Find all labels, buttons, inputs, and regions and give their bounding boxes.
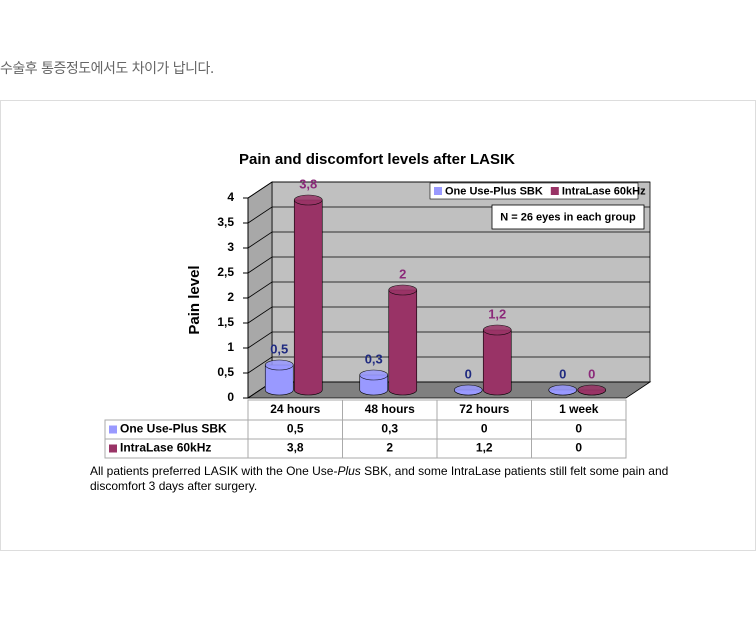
bar xyxy=(264,364,294,396)
grid-line xyxy=(247,256,650,274)
legend-swatch xyxy=(109,444,117,453)
bar-top xyxy=(388,284,418,296)
bar xyxy=(293,199,323,396)
y-axis-label: Pain level xyxy=(186,265,203,334)
legend-label: IntraLase 60kHz xyxy=(562,185,646,197)
y-tick-label: 0 xyxy=(227,390,234,404)
x-tick-label: 24 hours xyxy=(270,402,320,416)
table-series-name: One Use-Plus SBK xyxy=(120,422,227,436)
annotation-box xyxy=(491,204,645,230)
legend-swatch xyxy=(434,187,442,195)
table-cell: 0 xyxy=(481,422,488,436)
grid-line xyxy=(247,331,650,349)
table-cell: 0,5 xyxy=(287,422,304,436)
y-tick-label: 1 xyxy=(227,340,234,354)
y-tick-label: 4 xyxy=(227,190,234,204)
y-tick-label: 0,5 xyxy=(217,365,234,379)
y-tick-label: 3,5 xyxy=(217,215,234,229)
caption-text: Plus xyxy=(337,464,361,478)
bar xyxy=(388,289,418,396)
data-label: 1,2 xyxy=(488,306,506,321)
data-label: 0,5 xyxy=(270,341,288,356)
data-label: 0 xyxy=(559,366,566,381)
caption-text: All patients preferred LASIK with the On… xyxy=(90,464,338,478)
data-label: 0 xyxy=(588,366,595,381)
grid-line xyxy=(247,356,650,374)
table-cell: 0 xyxy=(575,422,582,436)
data-label: 3,8 xyxy=(299,176,317,191)
y-tick-label: 2 xyxy=(227,290,234,304)
bar-top xyxy=(264,359,294,371)
bar-top xyxy=(453,384,483,396)
x-tick-label: 1 week xyxy=(559,402,599,416)
chart-title: Pain and discomfort levels after LASIK xyxy=(239,151,515,168)
table-cell: 0 xyxy=(575,441,582,455)
legend-label: One Use-Plus SBK xyxy=(445,185,543,197)
table-cell: 1,2 xyxy=(476,441,493,455)
table-cell: 0,3 xyxy=(381,422,398,436)
legend-swatch xyxy=(550,187,559,195)
x-tick-label: 48 hours xyxy=(365,402,415,416)
bar-top xyxy=(577,384,607,396)
data-label: 2 xyxy=(399,266,406,281)
annotation: N = 26 eyes in each group xyxy=(500,211,636,223)
data-label: 0,3 xyxy=(365,351,383,366)
grid-line xyxy=(247,231,650,249)
y-tick-label: 3 xyxy=(227,240,234,254)
grid-line xyxy=(247,181,650,199)
table-series-name: IntraLase 60kHz xyxy=(120,441,211,455)
bar-top xyxy=(548,384,578,396)
bar xyxy=(359,374,389,396)
header-text: 수술후 통증정도에서도 차이가 납니다. xyxy=(0,61,214,77)
bar xyxy=(482,329,512,396)
grid-line xyxy=(247,306,650,324)
caption-text: SBK, and some IntraLase patients still f… xyxy=(90,464,669,493)
data-label: 0 xyxy=(465,366,472,381)
legend-box xyxy=(429,182,639,200)
bar-top xyxy=(359,369,389,381)
table-cell: 3,8 xyxy=(287,441,304,455)
bar-top xyxy=(482,324,512,336)
table-cell: 2 xyxy=(386,441,393,455)
y-tick-label: 1,5 xyxy=(217,315,234,329)
y-tick-label: 2,5 xyxy=(217,265,234,279)
caption: All patients preferred LASIK with the On… xyxy=(90,464,690,494)
legend-swatch xyxy=(109,425,117,434)
bar-top xyxy=(293,194,323,206)
x-tick-label: 72 hours xyxy=(459,402,509,416)
grid-line xyxy=(247,281,650,299)
